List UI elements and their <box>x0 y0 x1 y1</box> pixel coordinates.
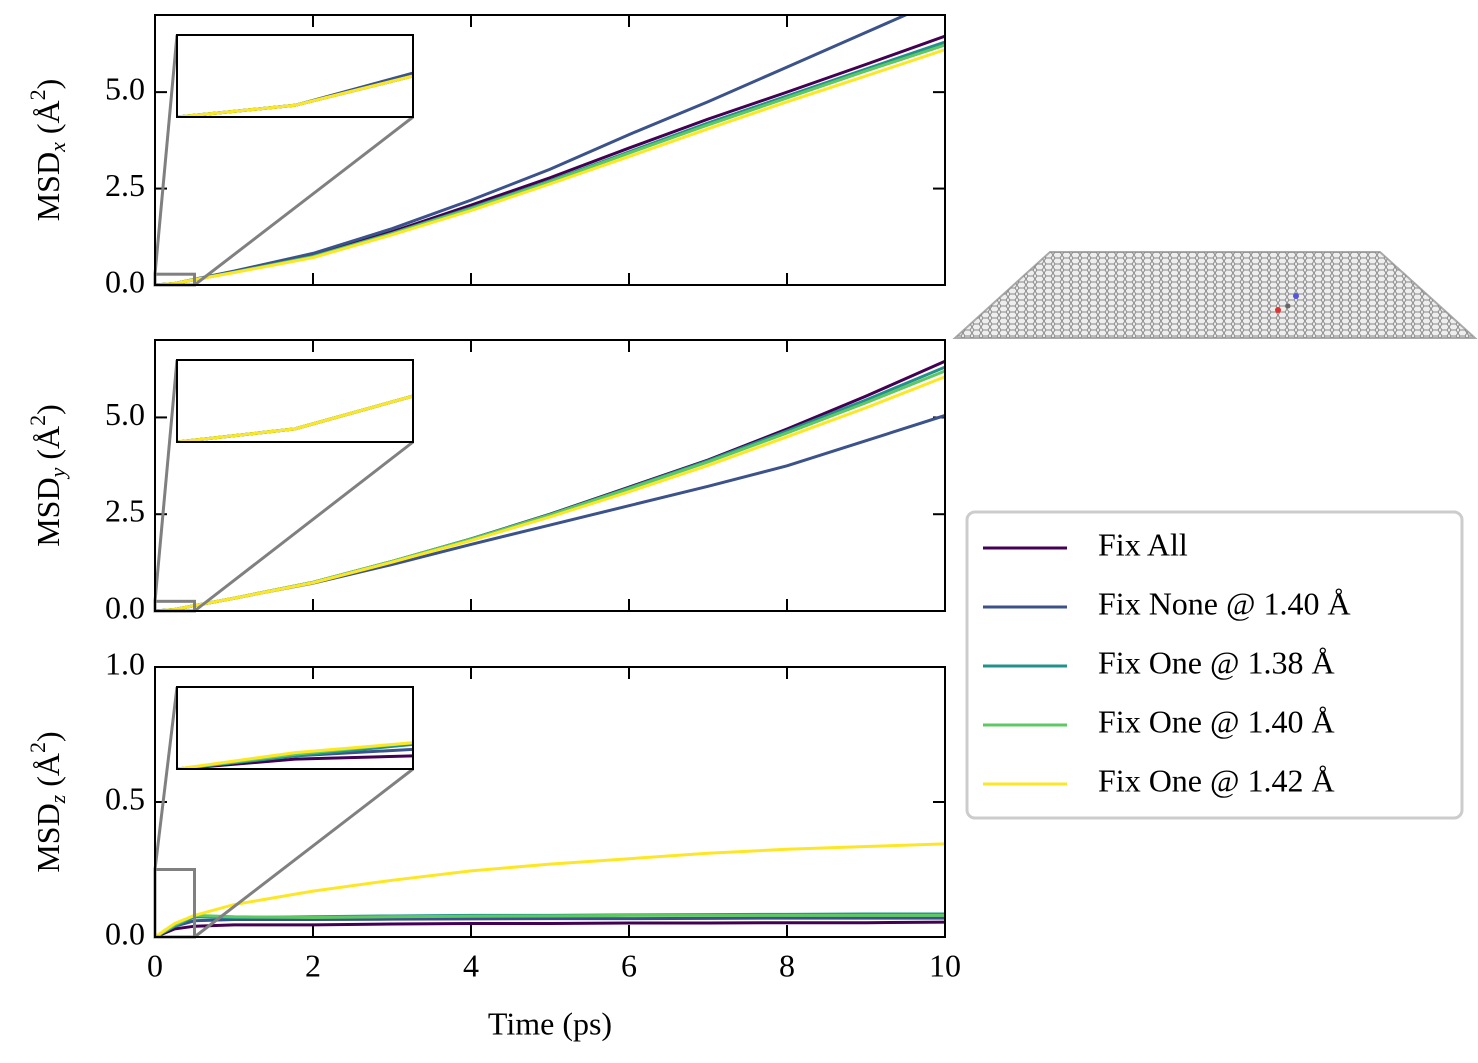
legend-frame <box>965 510 1464 820</box>
y-tick-label: 5.0 <box>105 396 145 432</box>
y-tick-label: 2.5 <box>105 167 145 203</box>
y-tick-label: 0.0 <box>105 589 145 625</box>
data-line <box>155 920 945 937</box>
y-tick-label: 0.0 <box>105 915 145 951</box>
y-tick-label: 1.0 <box>105 645 145 681</box>
y-label-part: (Å <box>30 753 66 787</box>
y-label-part: x <box>45 142 70 153</box>
x-axis-label: Time (ps) <box>488 1005 612 1041</box>
zoom-connector <box>153 686 179 870</box>
y-label-part: 2 <box>25 742 50 753</box>
zoom-connector <box>193 440 414 613</box>
y-label-part: (Å <box>30 100 66 134</box>
y-axis-label: MSDy (Å2) <box>25 404 70 547</box>
axes-frame <box>154 339 946 612</box>
x-tick-label: 8 <box>779 947 795 983</box>
zoom-connector <box>193 115 414 287</box>
inset-frame <box>176 359 414 443</box>
y-label-part: ) <box>30 731 66 742</box>
x-tick-label: 2 <box>305 947 321 983</box>
y-axis-label: MSDx (Å2) <box>25 79 70 222</box>
axes-frame <box>154 14 946 286</box>
zoom-connector <box>193 767 414 939</box>
x-tick-label: 6 <box>621 947 637 983</box>
y-tick-label: 2.5 <box>105 493 145 529</box>
y-label-part: z <box>45 794 70 804</box>
inset-frame <box>176 34 414 118</box>
x-tick-label: 0 <box>147 947 163 983</box>
y-label-part: MSD <box>30 803 66 872</box>
inset-bg <box>177 35 413 117</box>
legend-label: Fix One @ 1.42 Å <box>1098 762 1335 798</box>
zoom-connector <box>153 359 179 602</box>
y-tick-label: 5.0 <box>105 70 145 106</box>
zoom-connector <box>153 34 179 275</box>
graphene-render <box>952 251 1478 339</box>
legend-label: Fix None @ 1.40 Å <box>1098 585 1351 621</box>
legend-label: Fix One @ 1.38 Å <box>1098 644 1335 680</box>
legend-label: Fix One @ 1.40 Å <box>1098 703 1335 739</box>
y-label-part: (Å <box>30 426 66 460</box>
data-line <box>155 916 945 937</box>
inset-frame <box>176 686 414 770</box>
legend-label: Fix All <box>1098 526 1188 562</box>
y-tick-label: 0.5 <box>105 780 145 816</box>
axes-frame <box>154 666 946 938</box>
y-label-part: ) <box>30 79 66 90</box>
y-axis-label: MSDz (Å2) <box>25 731 70 872</box>
y-label-part: 2 <box>25 415 50 426</box>
y-tick-label: 0.0 <box>105 263 145 299</box>
y-label-part: ) <box>30 404 66 415</box>
y-label-part: y <box>45 467 70 479</box>
y-label-part: 2 <box>25 89 50 100</box>
y-label-part: MSD <box>30 477 66 546</box>
x-tick-label: 4 <box>463 947 479 983</box>
x-tick-label: 10 <box>929 947 961 983</box>
y-label-part: MSD <box>30 152 66 221</box>
